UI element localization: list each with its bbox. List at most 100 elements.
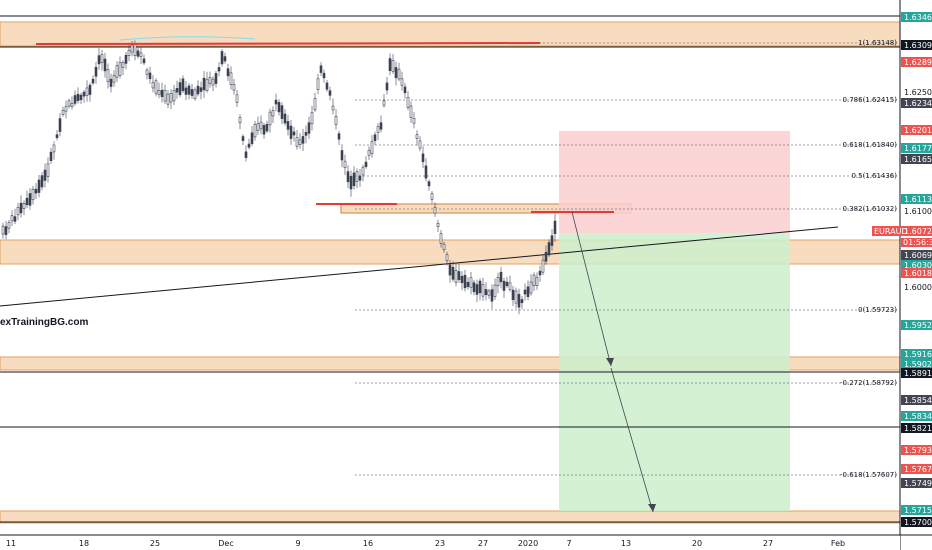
candle-body <box>310 112 314 125</box>
time-label: 9 <box>295 539 300 548</box>
plot-area[interactable]: 1(1.63148) 0.786(1.62415) 0.618(1.61840) 0.… <box>0 15 901 524</box>
price-tag[interactable] <box>901 194 932 204</box>
symbol-tag[interactable] <box>872 226 904 236</box>
candle-body <box>316 78 320 90</box>
candle-body <box>193 89 197 100</box>
price-tag[interactable] <box>901 268 932 278</box>
candle-body <box>550 235 554 246</box>
price-tag[interactable] <box>901 423 932 433</box>
candle-body <box>67 100 71 107</box>
price-tag[interactable] <box>901 125 932 135</box>
price-tag-label: 1.60300 <box>904 261 932 270</box>
candle-body <box>403 86 407 94</box>
price-tag[interactable] <box>901 250 932 260</box>
projection-arrow-2[interactable] <box>610 367 654 513</box>
price-tag[interactable] <box>901 320 932 330</box>
candle-body <box>421 153 425 163</box>
candle-body <box>79 94 83 101</box>
candle-body <box>136 50 140 57</box>
candle-body <box>31 188 35 201</box>
candle-body <box>43 169 47 181</box>
candle-body <box>352 172 356 187</box>
fib-label: -0.272(1.58792) <box>840 379 897 387</box>
candle-body <box>229 72 233 86</box>
candle-body <box>427 181 431 187</box>
candle-body <box>553 220 557 235</box>
price-tag[interactable] <box>901 517 932 527</box>
candle-body <box>70 103 74 107</box>
price-tag[interactable] <box>901 98 932 108</box>
price-tag[interactable] <box>901 12 932 22</box>
candle-body <box>82 91 86 97</box>
candle-body <box>175 88 179 93</box>
candle-body <box>178 82 182 96</box>
candle-body <box>10 215 14 222</box>
price-tag[interactable] <box>901 57 932 67</box>
candle-body <box>382 100 386 106</box>
zone-bottom[interactable] <box>0 510 901 524</box>
price-tag[interactable] <box>901 359 932 369</box>
price-tag[interactable] <box>901 368 932 378</box>
candle-body <box>448 264 452 276</box>
price-tag[interactable] <box>901 505 932 515</box>
candle-body <box>523 289 527 295</box>
candle-body <box>271 110 275 117</box>
candle-body <box>211 78 215 86</box>
trend-line[interactable] <box>0 226 839 307</box>
candle-body <box>484 289 488 296</box>
candle-body <box>64 106 68 112</box>
price-tag[interactable] <box>901 464 932 474</box>
fib-label: 0.618(1.61840) <box>843 141 898 149</box>
price-tag[interactable] <box>901 260 932 270</box>
price-tag-label: 1.60698 <box>904 251 932 260</box>
candle-body <box>19 202 23 214</box>
fibonacci-levels[interactable]: 1(1.63148) 0.786(1.62415) 0.618(1.61840) 0.… <box>355 39 898 479</box>
price-tag-label: 1.60189 <box>904 269 932 278</box>
price-tag[interactable] <box>901 154 932 164</box>
candle-body <box>301 136 305 144</box>
price-tag[interactable] <box>901 40 932 50</box>
price-tag[interactable] <box>901 226 932 236</box>
candle-body <box>73 95 77 104</box>
price-tag[interactable] <box>901 478 932 488</box>
price-axis[interactable]: 1.63462 1.63094 1.62893 1.62342 1.62014 1.617… <box>872 0 932 550</box>
candle-body <box>220 51 224 65</box>
candle-body <box>493 284 497 297</box>
price-tag-label: 1.61773 <box>904 144 932 153</box>
candle-body <box>532 274 536 286</box>
stop-loss-zone[interactable] <box>559 131 790 233</box>
candle-body <box>337 133 341 140</box>
candle-body <box>247 143 251 148</box>
price-tag-label: 1.62342 <box>904 99 932 108</box>
time-axis[interactable]: 11 18 25 Dec 9 16 23 27 2020 7 13 20 27 Feb <box>0 534 932 550</box>
time-label: 16 <box>363 539 373 548</box>
candle-body <box>196 85 200 95</box>
arrow-head-2 <box>648 504 656 512</box>
candle-body <box>253 123 257 138</box>
candle-body <box>487 290 491 296</box>
candle-body <box>424 165 428 179</box>
price-tag[interactable] <box>901 143 932 153</box>
price-tag[interactable] <box>901 411 932 421</box>
candle-body <box>130 44 134 53</box>
price-tag[interactable] <box>901 349 932 359</box>
price-tag-label: 1.62014 <box>904 126 932 135</box>
candle-body <box>325 82 329 90</box>
resistance-line-top[interactable] <box>35 42 541 45</box>
candle-body <box>7 222 11 229</box>
candle-body <box>148 72 152 80</box>
arrow-head-1 <box>606 358 614 366</box>
watermark-text: exTrainingBG.com <box>0 317 88 328</box>
candle-body <box>544 251 548 262</box>
candle-body <box>34 188 38 194</box>
projection-arrow-1[interactable] <box>571 211 612 367</box>
price-tag[interactable] <box>901 395 932 405</box>
price-tag[interactable] <box>901 445 932 455</box>
candle-body <box>238 117 242 124</box>
candle-body <box>118 62 122 76</box>
candle-body <box>313 98 317 111</box>
